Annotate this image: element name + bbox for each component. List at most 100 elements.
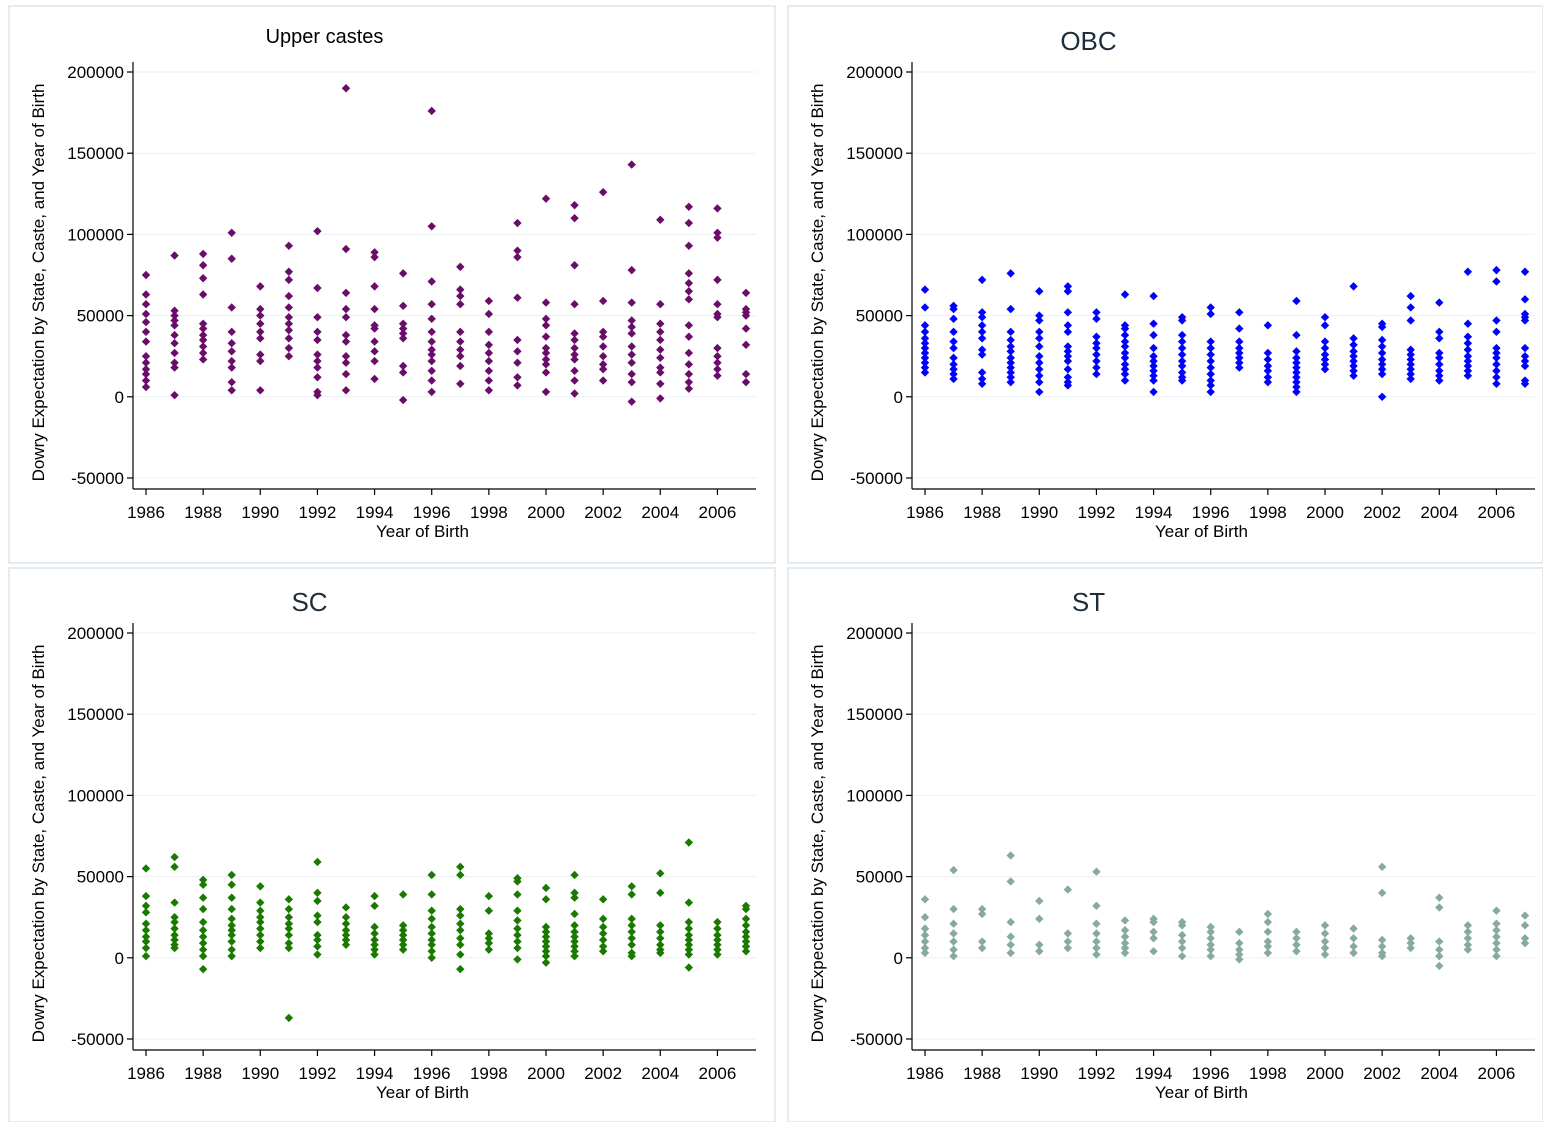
data-point [341,940,351,950]
data-point [398,329,408,338]
data-point [227,327,236,337]
panel-frame [8,567,776,1122]
data-point [1263,942,1273,951]
data-point [284,1013,294,1023]
x-axis-title: Year of Birth [1155,522,1248,541]
data-point [1149,934,1158,943]
x-tick-label: 1986 [906,1064,944,1083]
data-point [1120,353,1130,363]
data-point [198,355,208,364]
data-point [1520,343,1530,353]
data-point [370,929,379,938]
data-point [1520,295,1530,304]
data-point [1006,347,1015,356]
data-point [656,300,665,309]
data-point [456,345,465,354]
data-point [684,930,694,940]
data-point [1092,314,1101,324]
data-point [1035,311,1044,320]
data-point [398,334,408,343]
data-point [1063,356,1073,366]
data-point [684,269,694,278]
data-point [1063,342,1073,351]
x-tick-label: 1998 [1249,1064,1287,1083]
data-point [1406,934,1415,943]
data-point [570,951,579,961]
data-point [684,950,694,959]
data-point [1235,348,1244,358]
data-point [513,373,522,382]
data-point [977,374,987,384]
data-point [920,358,930,367]
data-point [313,363,322,372]
x-tick-label: 2002 [1363,1064,1401,1083]
data-point [1206,350,1215,359]
data-point [598,364,608,374]
data-point [656,319,665,328]
data-point [513,943,522,953]
data-point [1349,934,1358,943]
data-point [627,927,636,937]
data-point [1435,961,1444,971]
data-point [1292,296,1301,306]
data-point [1235,324,1244,333]
x-tick-label: 1998 [470,503,508,522]
data-point [656,363,665,372]
x-tick-label: 2000 [1306,503,1344,522]
y-tick-label: 0 [115,388,124,407]
x-tick-label: 1986 [127,503,165,522]
data-point [484,386,494,395]
data-point [1035,896,1044,906]
data-point [141,951,151,961]
data-point [1492,919,1501,928]
data-point [627,358,636,367]
data-point [1006,304,1015,314]
data-point [713,343,722,353]
data-point [1149,361,1158,371]
x-axis-title: Year of Birth [376,1083,469,1102]
data-point [1063,282,1073,291]
data-point [949,337,958,346]
data-point [198,945,208,954]
data-point [1006,269,1015,278]
data-point [427,947,436,956]
data-point [198,938,208,948]
data-point [313,950,322,959]
data-point [170,913,179,922]
data-point [1206,343,1215,353]
data-point [1092,919,1101,928]
data-point [1520,356,1530,366]
data-point [541,958,551,967]
data-point [456,285,465,294]
data-point [484,296,494,306]
data-point [570,329,579,338]
data-point [541,343,551,353]
data-point [341,903,351,912]
data-point [484,366,494,376]
data-point [256,924,265,933]
data-point [570,200,579,210]
data-point [1177,356,1187,366]
data-point [920,943,930,953]
data-point [227,363,236,372]
data-point [170,316,179,325]
data-point [684,348,694,358]
data-point [198,261,208,270]
data-point [977,345,987,354]
data-point [1177,316,1187,325]
data-point [1006,363,1015,372]
data-point [513,358,522,367]
data-point [598,352,608,361]
data-point [198,917,208,927]
data-point [198,951,208,961]
x-tick-label: 1994 [1135,1064,1173,1083]
data-point [141,327,151,337]
data-point [427,300,436,309]
y-axis-title: Dowry Expectation by State, Caste, and Y… [29,84,48,482]
data-point [198,249,208,259]
data-point [656,927,665,937]
data-point [977,321,987,330]
x-tick-label: 1994 [356,1064,394,1083]
data-point [1406,364,1415,374]
data-point [570,942,579,951]
